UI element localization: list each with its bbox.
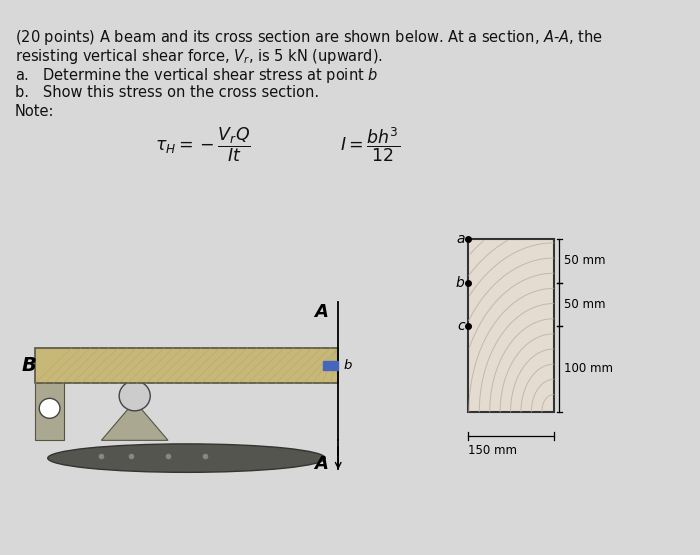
- Text: a.   Determine the vertical shear stress at point $b$: a. Determine the vertical shear stress a…: [15, 66, 378, 85]
- Text: 100 mm: 100 mm: [564, 362, 613, 375]
- Text: b: b: [344, 359, 352, 372]
- Bar: [35, 348, 338, 384]
- Text: (20 points) A beam and its cross section are shown below. At a section, $A$-$A$,: (20 points) A beam and its cross section…: [15, 28, 603, 47]
- Bar: [35, 376, 64, 440]
- Circle shape: [119, 381, 150, 411]
- Text: $I = \dfrac{bh^3}{12}$: $I = \dfrac{bh^3}{12}$: [340, 126, 400, 164]
- Ellipse shape: [48, 444, 326, 472]
- Text: 50 mm: 50 mm: [564, 297, 606, 311]
- Text: A: A: [314, 455, 328, 472]
- Circle shape: [39, 398, 60, 418]
- Text: Note:: Note:: [15, 104, 55, 119]
- Text: 50 mm: 50 mm: [564, 255, 606, 268]
- Text: c: c: [457, 319, 465, 332]
- Text: b.   Show this stress on the cross section.: b. Show this stress on the cross section…: [15, 85, 319, 100]
- Text: A: A: [314, 304, 328, 321]
- Text: b: b: [456, 275, 465, 290]
- Polygon shape: [102, 401, 168, 440]
- Text: a: a: [456, 233, 465, 246]
- Text: 150 mm: 150 mm: [468, 444, 517, 457]
- Text: $\tau_H = -\dfrac{V_r Q}{It}$: $\tau_H = -\dfrac{V_r Q}{It}$: [155, 126, 251, 164]
- Text: resisting vertical shear force, $V_r$, is 5 kN (upward).: resisting vertical shear force, $V_r$, i…: [15, 47, 383, 66]
- Text: B: B: [22, 356, 36, 375]
- Bar: [468, 239, 554, 412]
- Bar: [323, 361, 338, 370]
